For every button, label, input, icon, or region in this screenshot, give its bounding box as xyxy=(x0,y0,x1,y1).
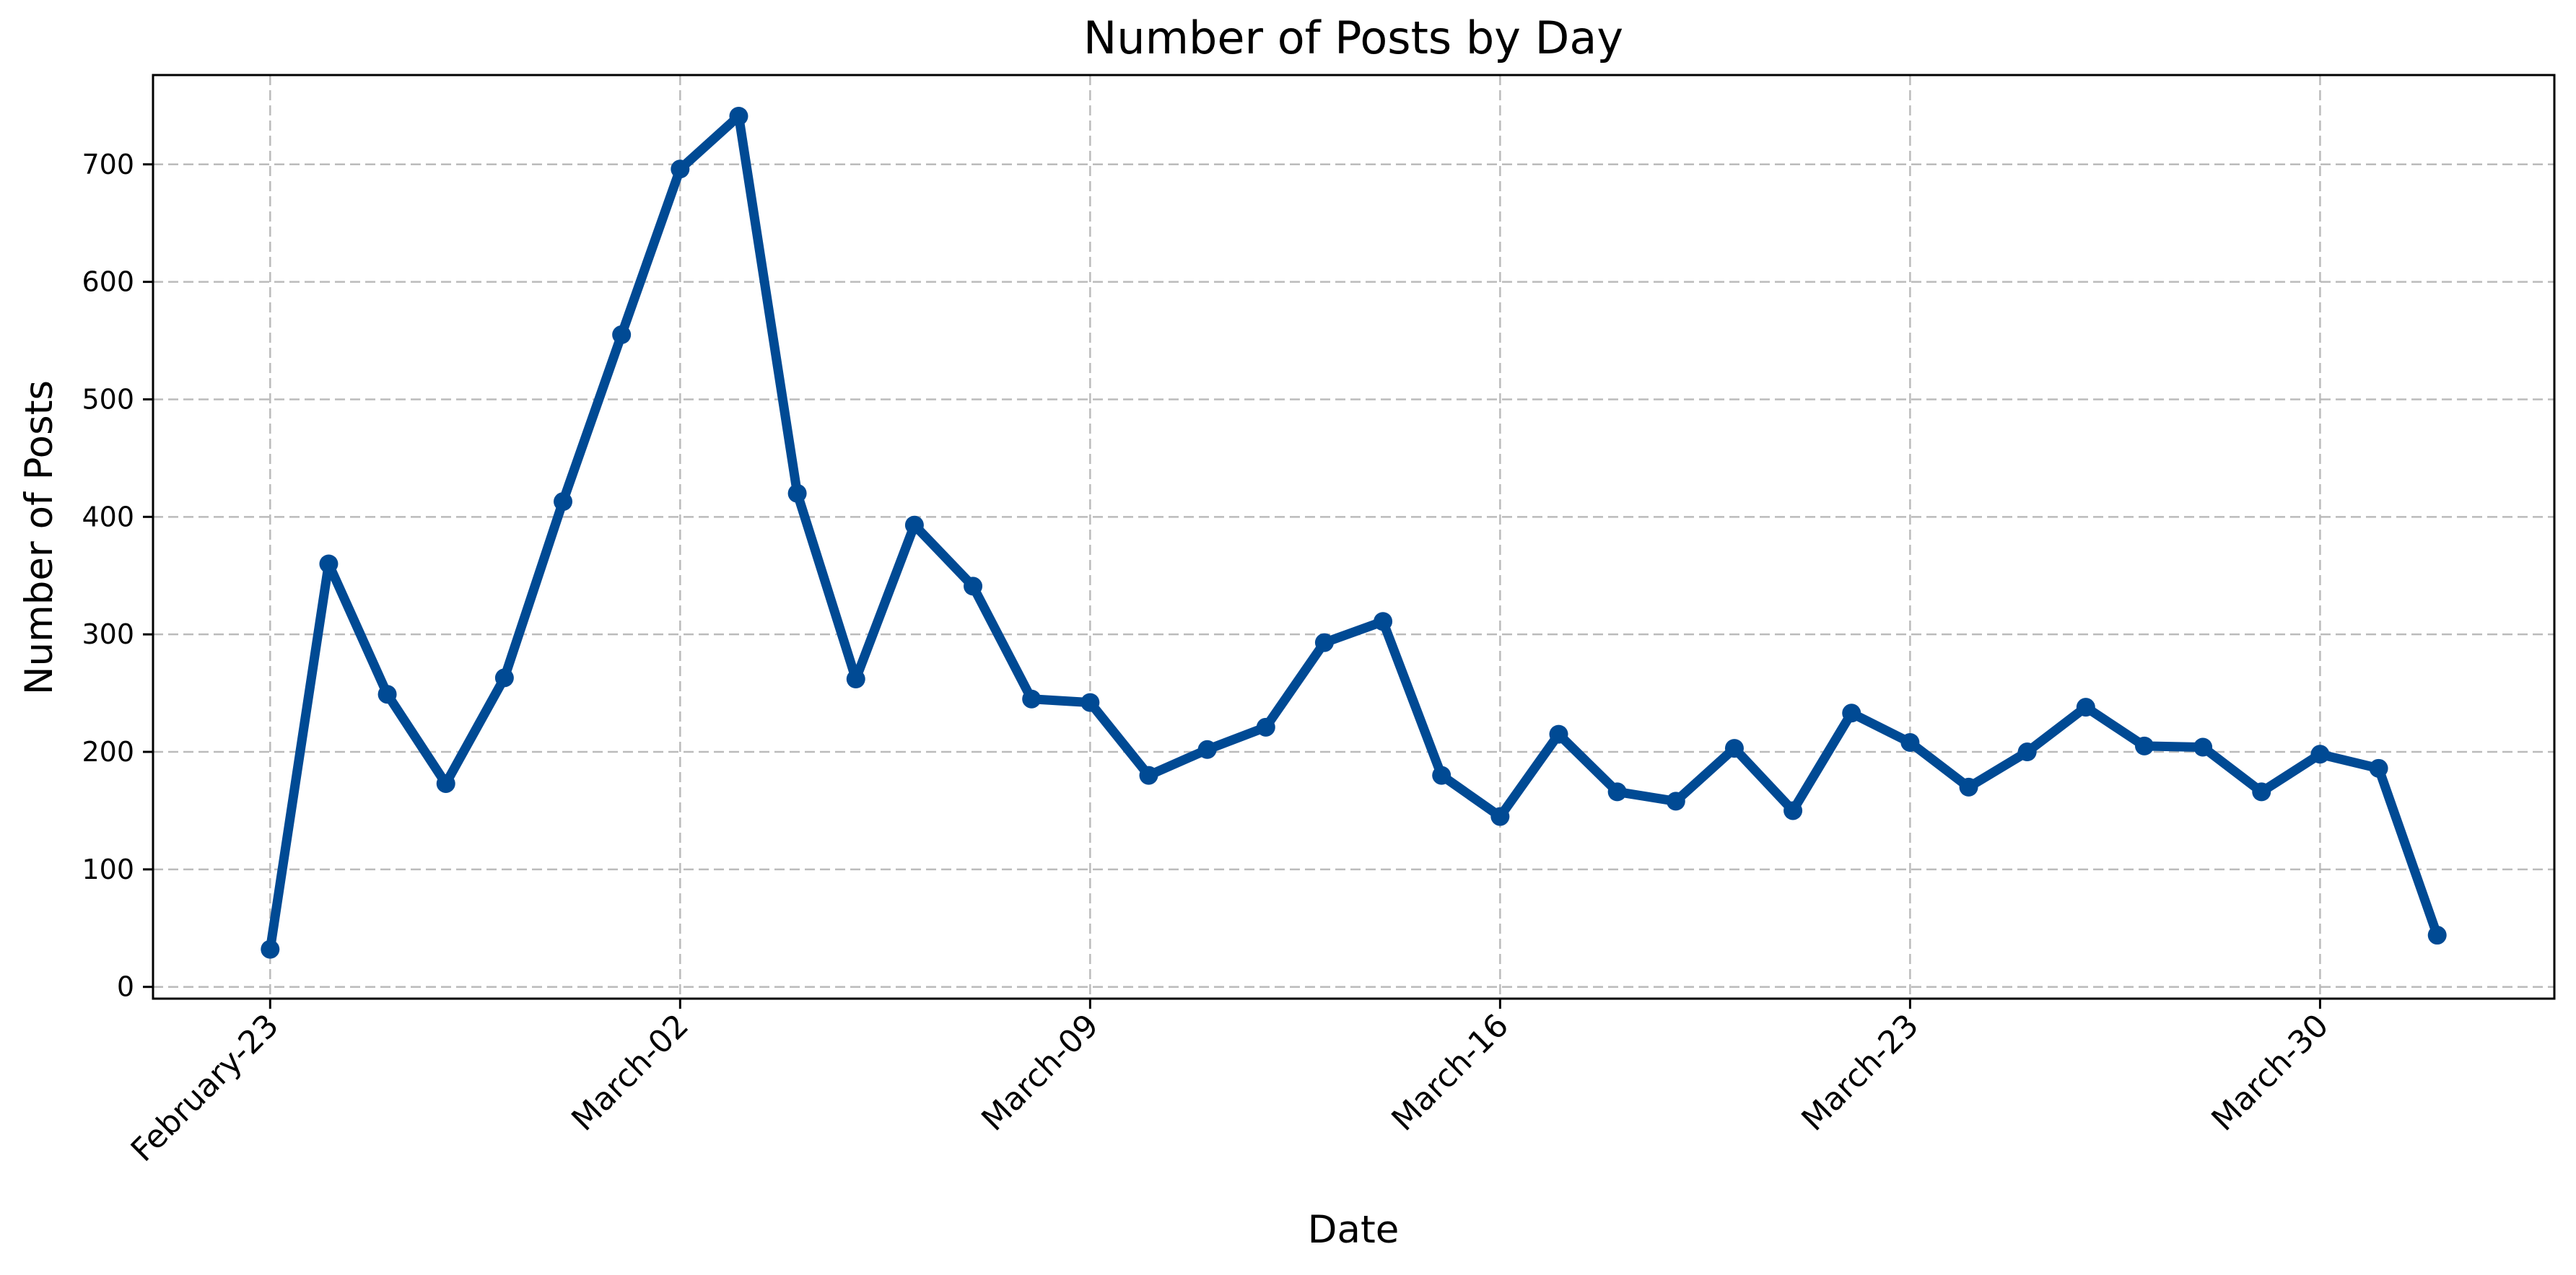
data-series xyxy=(261,106,2447,959)
data-point xyxy=(554,492,573,512)
data-point xyxy=(1022,689,1042,709)
data-point xyxy=(2369,758,2388,778)
data-point xyxy=(2134,736,2154,755)
data-point xyxy=(612,325,632,344)
data-point xyxy=(1314,633,1334,652)
data-point xyxy=(2193,737,2213,757)
y-tick-label: 100 xyxy=(82,854,134,885)
x-axis-label: Date xyxy=(1308,1208,1400,1252)
grid-lines xyxy=(153,75,2554,999)
y-tick-label: 600 xyxy=(82,266,134,298)
series-line xyxy=(265,111,2442,955)
data-point xyxy=(1783,801,1803,820)
data-point xyxy=(1490,807,1510,826)
y-tick-label: 400 xyxy=(82,501,134,533)
y-tick-label: 500 xyxy=(82,383,134,415)
data-point xyxy=(1549,724,1568,744)
y-axis-label: Number of Posts xyxy=(17,380,61,695)
data-point xyxy=(787,483,807,503)
data-point xyxy=(1139,766,1158,785)
data-point xyxy=(1900,732,1920,752)
y-tick-label: 700 xyxy=(82,149,134,180)
data-point xyxy=(1080,693,1100,712)
data-point xyxy=(2310,745,2330,764)
data-point xyxy=(319,554,339,574)
data-point xyxy=(1607,782,1627,802)
data-point xyxy=(1256,717,1275,737)
data-point xyxy=(261,939,280,959)
data-point xyxy=(1724,739,1744,758)
data-point xyxy=(846,670,865,689)
plot-area-frame xyxy=(152,74,2556,1000)
y-tick-label: 0 xyxy=(117,971,134,1003)
data-point xyxy=(1197,740,1217,759)
data-point xyxy=(2252,782,2271,802)
y-tick-label: 200 xyxy=(82,736,134,768)
data-point xyxy=(2427,926,2447,945)
chart-title: Number of Posts by Day xyxy=(1083,12,1623,64)
data-point xyxy=(2017,742,2037,762)
data-point xyxy=(1374,612,1393,631)
data-point xyxy=(1842,704,1861,723)
data-point xyxy=(964,577,983,596)
y-axis-ticks: 0 100 200 300 400 500 600 700 xyxy=(82,149,153,1003)
y-tick-label: 300 xyxy=(82,618,134,650)
data-point xyxy=(671,159,690,179)
data-point xyxy=(904,515,924,535)
data-point xyxy=(377,685,397,704)
data-point xyxy=(2076,698,2095,717)
data-point xyxy=(729,106,748,126)
data-point xyxy=(436,774,455,793)
data-point xyxy=(1432,766,1451,785)
data-point xyxy=(494,668,514,688)
data-point xyxy=(1666,792,1685,811)
data-point xyxy=(1959,777,1978,797)
